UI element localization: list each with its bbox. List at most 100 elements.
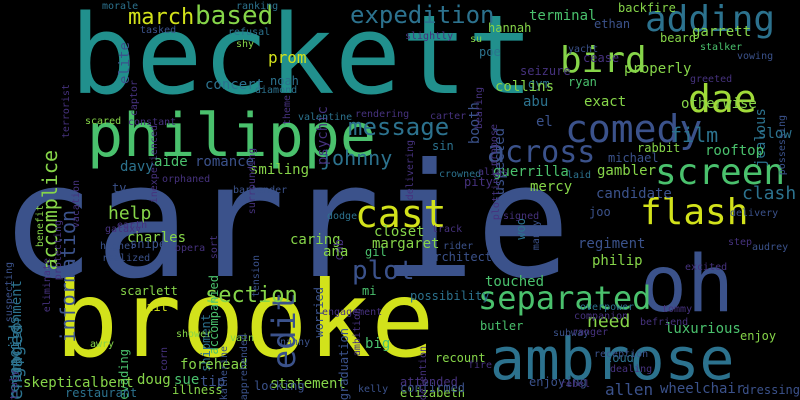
word-153: rider	[443, 241, 474, 252]
word-161: companion	[574, 311, 629, 322]
word-4: ambrose	[490, 325, 735, 393]
word-141: tv	[112, 181, 127, 195]
word-111: doug	[137, 372, 171, 388]
word-48: ethan	[594, 17, 631, 31]
word-175: eliminate	[42, 258, 53, 313]
word-49: beard	[660, 31, 697, 45]
word-183: sort	[209, 235, 220, 260]
word-77: guerrilla	[493, 164, 569, 180]
word-191: tommy	[662, 304, 693, 315]
word-62: otherwise	[681, 96, 757, 112]
word-88: closet	[374, 224, 425, 240]
word-184: excited	[685, 262, 728, 273]
word-6: comedy	[565, 107, 703, 151]
word-39: noah	[270, 74, 299, 88]
word-13: cast	[355, 192, 447, 236]
word-116: attended	[400, 375, 458, 389]
word-55: cease	[583, 51, 620, 65]
word-28: need	[587, 311, 631, 332]
word-144: subway	[553, 328, 590, 339]
word-160: manny	[531, 220, 542, 251]
word-114: statement	[270, 376, 346, 392]
word-82: aide	[154, 154, 188, 170]
word-172: su	[470, 34, 483, 45]
word-83: romance	[195, 154, 255, 170]
word-143: dodge	[327, 211, 358, 222]
word-54: ryan	[568, 75, 597, 89]
word-162: detention	[418, 345, 429, 400]
word-45: terminal	[529, 8, 597, 24]
word-129: vain	[230, 333, 255, 344]
word-140: galaxy	[105, 224, 142, 235]
word-134: big	[365, 336, 391, 352]
word-95: joo	[589, 205, 611, 219]
word-57: yacht	[568, 44, 599, 55]
word-163: dealing	[610, 364, 653, 375]
word-139: opera	[175, 243, 206, 254]
word-86: charles	[127, 230, 187, 246]
word-176: protecting	[53, 220, 64, 281]
word-31: elite	[117, 42, 133, 85]
word-127: restaurant	[65, 386, 138, 400]
word-33: morale	[102, 1, 139, 12]
word-17: based	[195, 1, 274, 31]
word-137: awry	[90, 339, 115, 350]
word-42: valentine	[298, 112, 353, 123]
word-192: truly	[9, 369, 20, 400]
word-110: bent	[100, 375, 134, 391]
word-102: touched	[485, 274, 545, 290]
word-69: michael	[608, 151, 659, 165]
word-67: rooftop	[705, 143, 765, 159]
word-135: mi	[362, 284, 377, 298]
word-165: signed	[503, 211, 540, 222]
word-7: bird	[560, 40, 647, 81]
word-68: rabbit	[637, 141, 681, 155]
word-123: recount	[435, 351, 486, 365]
word-173: benefit	[35, 205, 46, 248]
word-35: refusal	[228, 27, 271, 38]
word-156: reception	[594, 349, 649, 360]
word-41: diamond	[255, 85, 298, 96]
word-138: scared	[85, 116, 122, 127]
word-92: ana	[323, 244, 349, 260]
word-145: overpower	[580, 302, 635, 313]
word-38: prom	[268, 48, 307, 67]
word-94: regiment	[578, 236, 646, 252]
word-121: dressing	[742, 383, 800, 397]
word-189: rebel	[560, 379, 591, 390]
word-75: candidate	[596, 186, 672, 202]
word-27: help	[108, 203, 152, 224]
word-25: section	[205, 283, 298, 308]
word-185: orphaned	[162, 174, 211, 185]
word-96: philip	[592, 253, 643, 269]
word-32: ranking	[236, 1, 279, 12]
word-79: pity	[464, 175, 493, 189]
word-76: clash	[742, 183, 797, 204]
word-115: kelly	[358, 384, 389, 395]
word-58: stalker	[700, 42, 743, 53]
word-100: accompanied	[207, 275, 221, 355]
word-119: allen	[605, 380, 654, 399]
word-85: bartender	[233, 185, 288, 196]
word-66: slow	[758, 126, 792, 142]
word-10: screen	[655, 152, 786, 193]
word-8: adding	[645, 0, 776, 40]
word-109: skeptical	[23, 375, 99, 391]
word-93: architect	[427, 250, 493, 264]
word-122: forehead	[180, 357, 248, 373]
word-104: scarlett	[120, 284, 178, 298]
word-16: message	[348, 113, 450, 141]
word-22: film	[670, 123, 719, 147]
word-105: bait	[139, 300, 168, 314]
word-131: loud	[605, 351, 634, 365]
word-180: rendering	[355, 109, 410, 120]
word-53: gym	[528, 77, 550, 91]
word-128: shower	[176, 329, 213, 340]
word-155: delivery	[730, 208, 779, 219]
word-132: enjoy	[740, 329, 777, 343]
word-166: plotting	[491, 172, 502, 221]
word-81: davy	[120, 159, 154, 175]
word-52: seizure	[520, 64, 571, 78]
word-107: butler	[480, 319, 524, 333]
word-3: oh	[640, 240, 734, 330]
